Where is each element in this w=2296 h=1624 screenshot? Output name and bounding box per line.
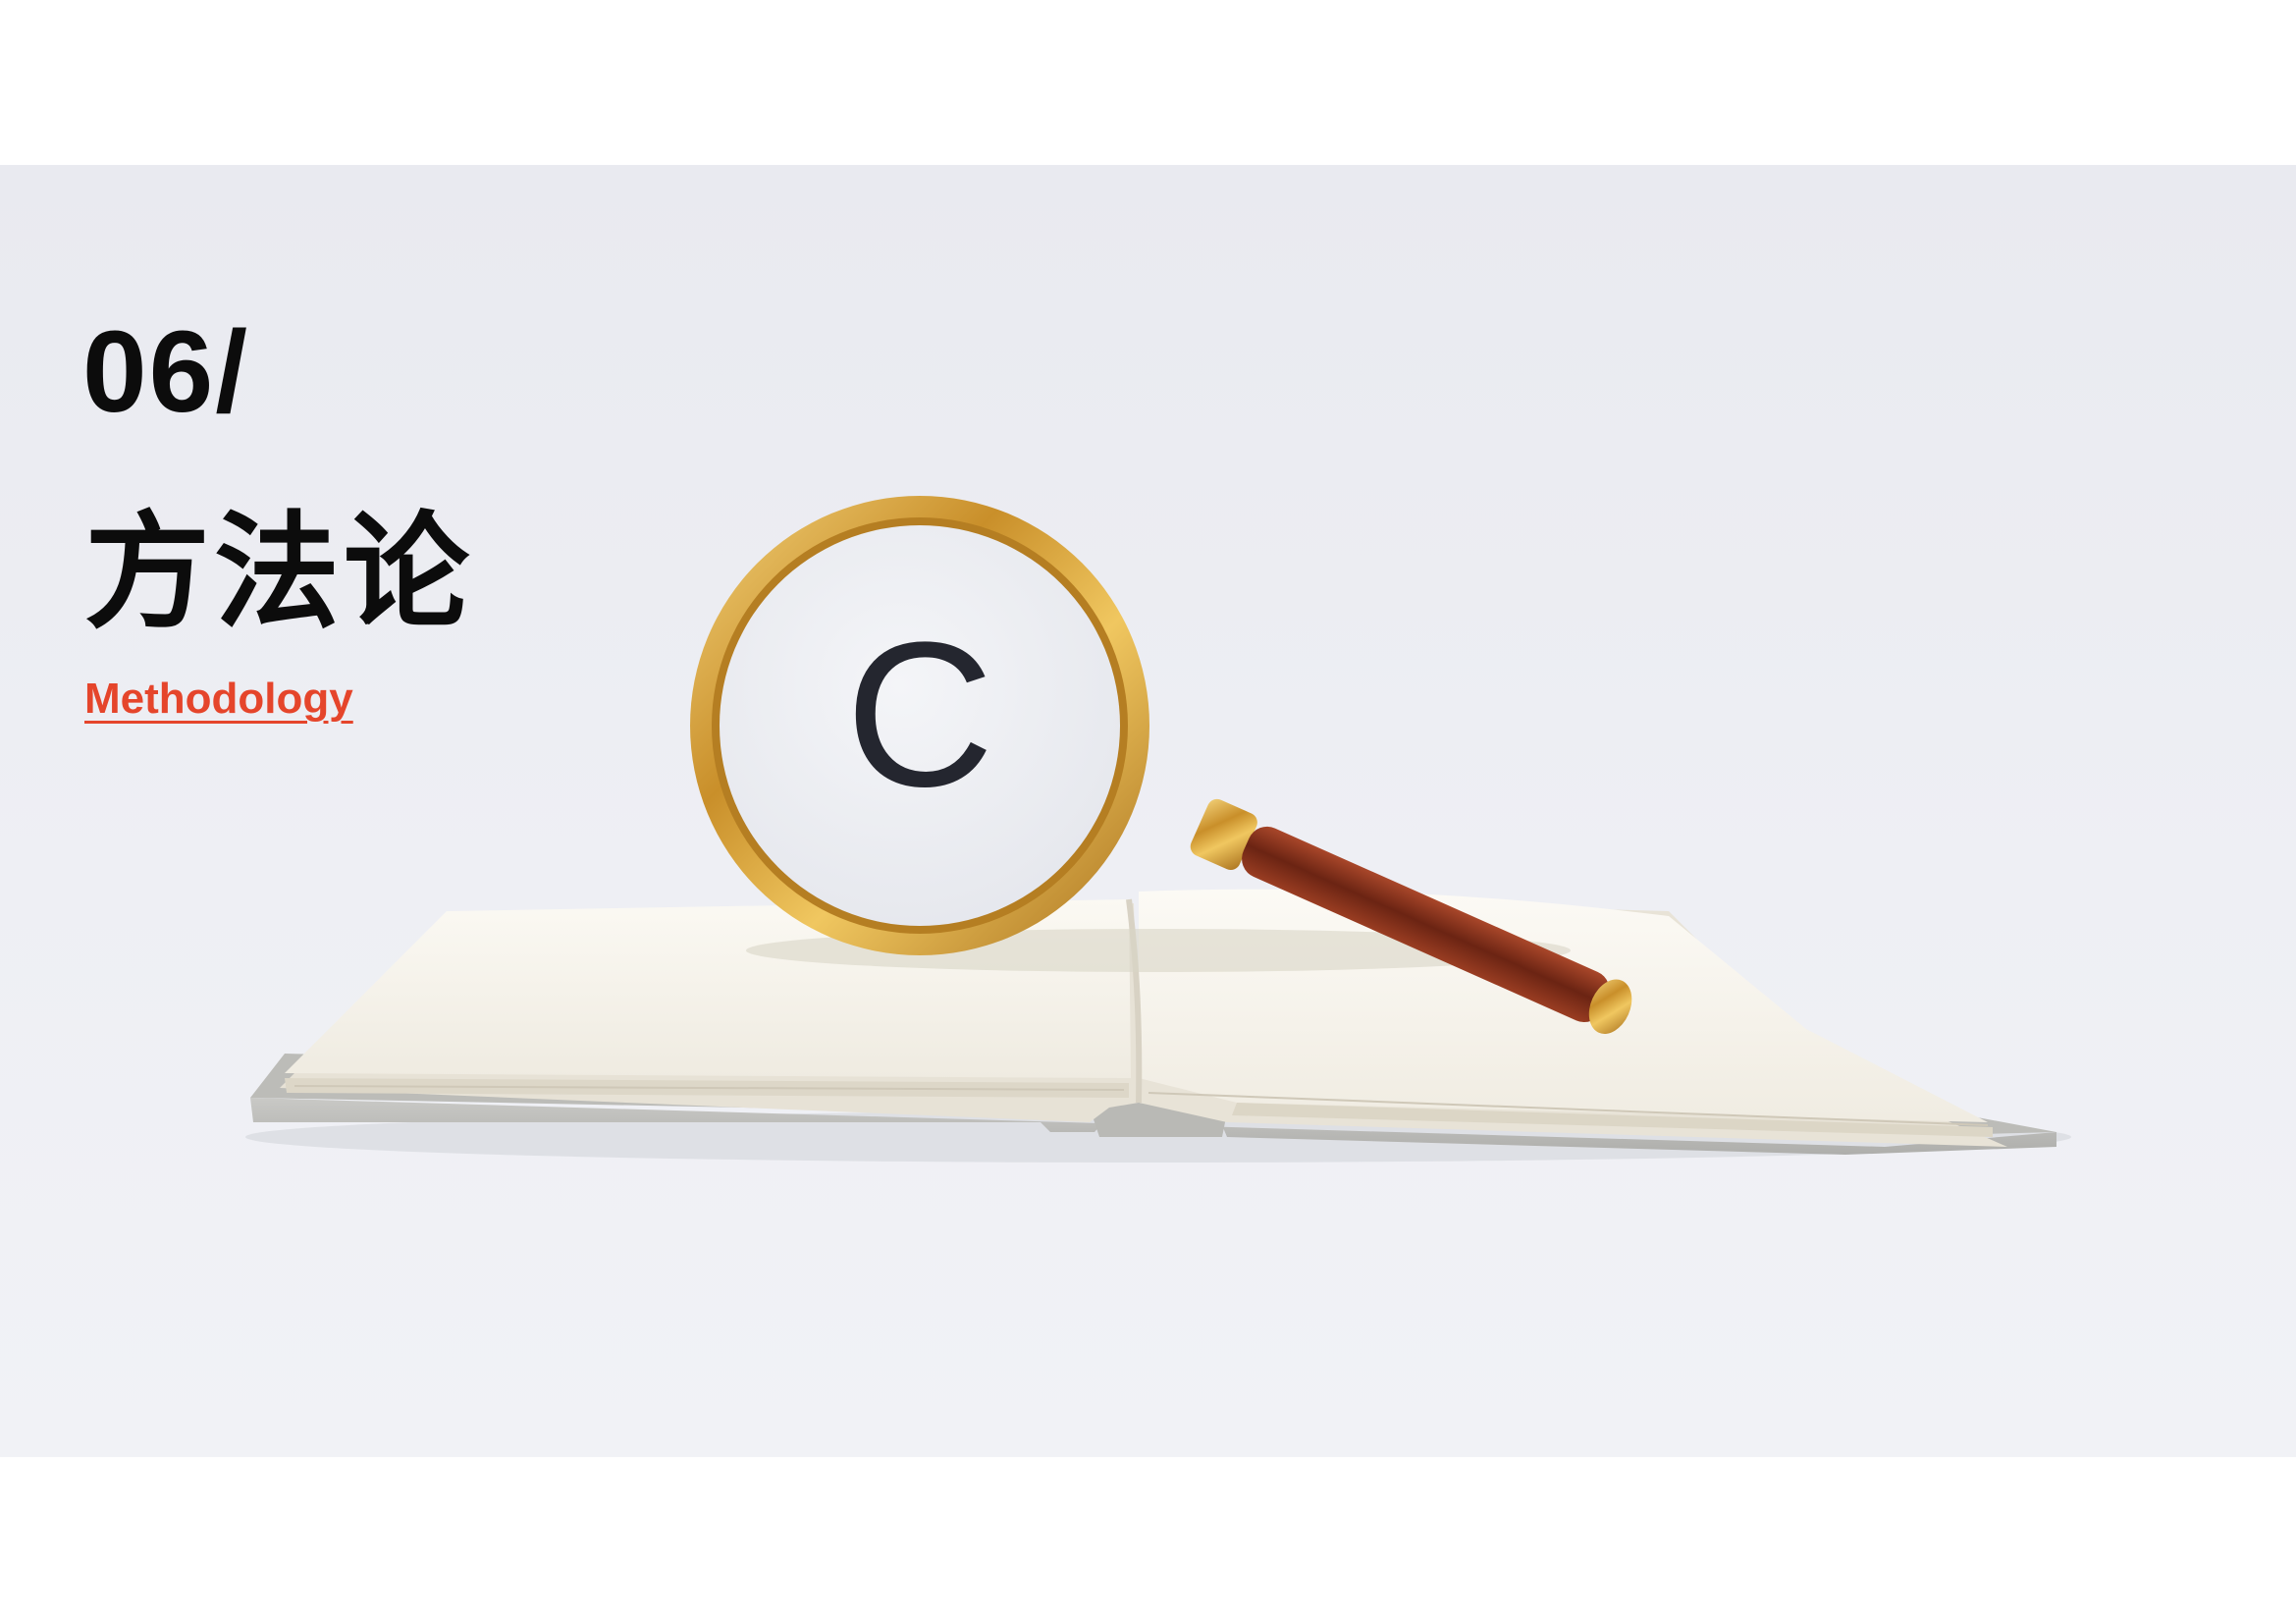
section-number: 06/ xyxy=(82,307,250,437)
magnifying-glass-icon: C xyxy=(690,496,1632,1034)
open-book-icon xyxy=(245,889,2071,1163)
section-subtitle: Methodology xyxy=(84,675,353,723)
hero-photo: C xyxy=(0,165,2296,1457)
lens-letter: C xyxy=(845,599,994,830)
section-title: 方法论 xyxy=(84,500,474,646)
